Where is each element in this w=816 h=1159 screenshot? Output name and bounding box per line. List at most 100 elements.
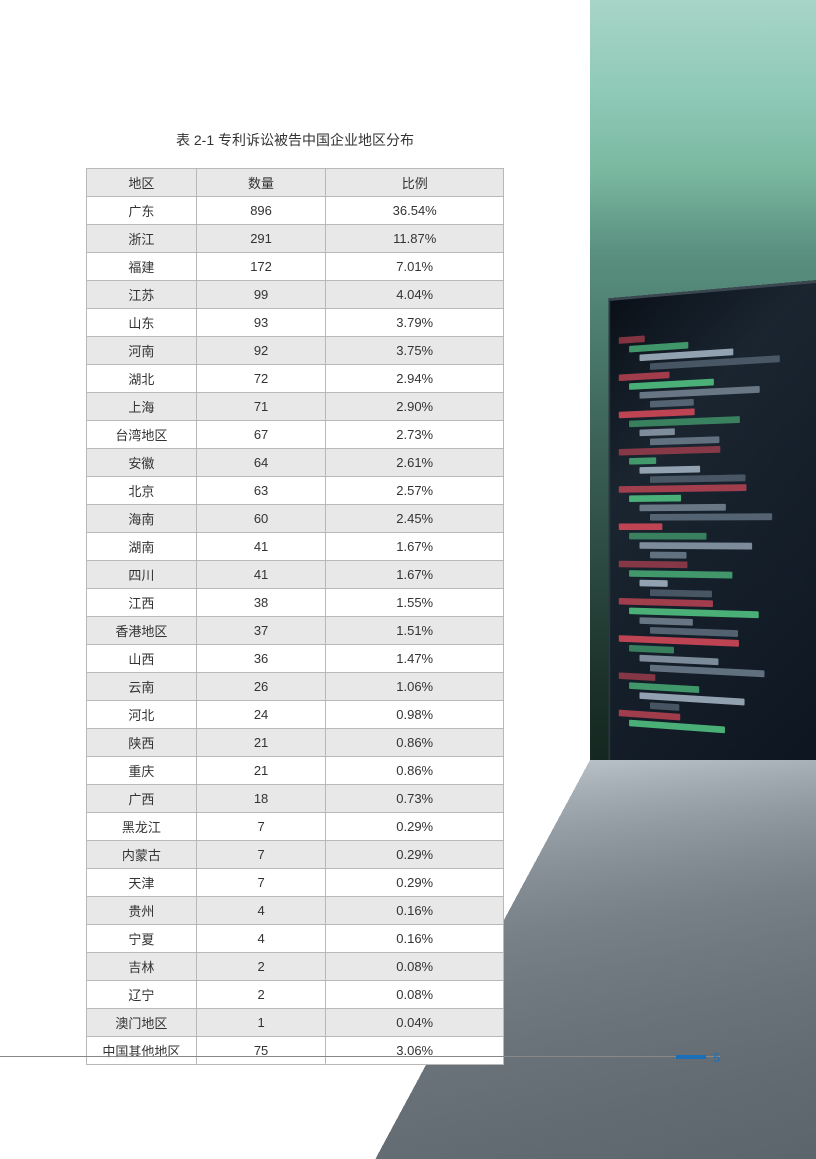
table-cell: 广东 xyxy=(87,197,197,225)
table-cell: 辽宁 xyxy=(87,981,197,1009)
table-cell: 2 xyxy=(196,953,326,981)
table-cell: 0.73% xyxy=(326,785,504,813)
table-row: 福建1727.01% xyxy=(87,253,504,281)
table-cell: 4 xyxy=(196,897,326,925)
page-number: 5 xyxy=(713,1051,720,1065)
table-cell: 江西 xyxy=(87,589,197,617)
region-distribution-table: 地区 数量 比例 广东89636.54%浙江29111.87%福建1727.01… xyxy=(86,168,504,1065)
table-cell: 0.29% xyxy=(326,869,504,897)
table-row: 中国其他地区753.06% xyxy=(87,1037,504,1065)
table-row: 河南923.75% xyxy=(87,337,504,365)
table-cell: 7 xyxy=(196,869,326,897)
table-row: 四川411.67% xyxy=(87,561,504,589)
table-row: 香港地区371.51% xyxy=(87,617,504,645)
table-cell: 1 xyxy=(196,1009,326,1037)
table-row: 湖北722.94% xyxy=(87,365,504,393)
table-cell: 黑龙江 xyxy=(87,813,197,841)
table-cell: 7.01% xyxy=(326,253,504,281)
table-cell: 71 xyxy=(196,393,326,421)
table-row: 黑龙江70.29% xyxy=(87,813,504,841)
table-caption: 表 2-1 专利诉讼被告中国企业地区分布 xyxy=(0,130,590,150)
table-cell: 四川 xyxy=(87,561,197,589)
table-cell: 浙江 xyxy=(87,225,197,253)
table-cell: 香港地区 xyxy=(87,617,197,645)
table-cell: 2 xyxy=(196,981,326,1009)
table-cell: 云南 xyxy=(87,673,197,701)
table-cell: 1.51% xyxy=(326,617,504,645)
table-cell: 湖北 xyxy=(87,365,197,393)
table-row: 安徽642.61% xyxy=(87,449,504,477)
table-row: 贵州40.16% xyxy=(87,897,504,925)
code-lines-decoration xyxy=(619,324,802,742)
table-cell: 1.06% xyxy=(326,673,504,701)
table-row: 重庆210.86% xyxy=(87,757,504,785)
table-cell: 北京 xyxy=(87,477,197,505)
table-cell: 广西 xyxy=(87,785,197,813)
table-cell: 67 xyxy=(196,421,326,449)
table-cell: 24 xyxy=(196,701,326,729)
table-cell: 21 xyxy=(196,757,326,785)
table-cell: 河北 xyxy=(87,701,197,729)
table-row: 湖南411.67% xyxy=(87,533,504,561)
table-cell: 4.04% xyxy=(326,281,504,309)
table-cell: 92 xyxy=(196,337,326,365)
table-row: 江苏994.04% xyxy=(87,281,504,309)
table-cell: 陕西 xyxy=(87,729,197,757)
table-row: 海南602.45% xyxy=(87,505,504,533)
table-cell: 1.47% xyxy=(326,645,504,673)
table-cell: 37 xyxy=(196,617,326,645)
table-cell: 3.79% xyxy=(326,309,504,337)
table-cell: 2.57% xyxy=(326,477,504,505)
table-cell: 湖南 xyxy=(87,533,197,561)
table-cell: 台湾地区 xyxy=(87,421,197,449)
table-row: 吉林20.08% xyxy=(87,953,504,981)
table-header-row: 地区 数量 比例 xyxy=(87,169,504,197)
table-cell: 0.08% xyxy=(326,953,504,981)
main-content: 表 2-1 专利诉讼被告中国企业地区分布 地区 数量 比例 广东89636.54… xyxy=(0,130,590,1065)
table-cell: 山东 xyxy=(87,309,197,337)
table-cell: 宁夏 xyxy=(87,925,197,953)
table-cell: 福建 xyxy=(87,253,197,281)
table-cell: 60 xyxy=(196,505,326,533)
table-cell: 澳门地区 xyxy=(87,1009,197,1037)
table-cell: 2.94% xyxy=(326,365,504,393)
table-row: 天津70.29% xyxy=(87,869,504,897)
table-cell: 0.08% xyxy=(326,981,504,1009)
col-header-count: 数量 xyxy=(196,169,326,197)
table-cell: 0.04% xyxy=(326,1009,504,1037)
table-row: 广东89636.54% xyxy=(87,197,504,225)
table-row: 上海712.90% xyxy=(87,393,504,421)
table-cell: 1.67% xyxy=(326,561,504,589)
table-cell: 99 xyxy=(196,281,326,309)
footer-rule xyxy=(0,1056,720,1057)
table-row: 台湾地区672.73% xyxy=(87,421,504,449)
table-cell: 172 xyxy=(196,253,326,281)
table-cell: 海南 xyxy=(87,505,197,533)
laptop-screen xyxy=(609,280,816,780)
table-cell: 上海 xyxy=(87,393,197,421)
table-row: 云南261.06% xyxy=(87,673,504,701)
table-cell: 41 xyxy=(196,533,326,561)
col-header-ratio: 比例 xyxy=(326,169,504,197)
table-cell: 河南 xyxy=(87,337,197,365)
footer-accent-bar xyxy=(676,1055,706,1059)
table-cell: 11.87% xyxy=(326,225,504,253)
table-cell: 0.86% xyxy=(326,757,504,785)
table-cell: 26 xyxy=(196,673,326,701)
table-cell: 贵州 xyxy=(87,897,197,925)
table-row: 宁夏40.16% xyxy=(87,925,504,953)
table-cell: 64 xyxy=(196,449,326,477)
table-cell: 7 xyxy=(196,813,326,841)
table-row: 内蒙古70.29% xyxy=(87,841,504,869)
table-cell: 0.29% xyxy=(326,841,504,869)
table-cell: 2.45% xyxy=(326,505,504,533)
table-cell: 安徽 xyxy=(87,449,197,477)
table-cell: 0.86% xyxy=(326,729,504,757)
table-cell: 36 xyxy=(196,645,326,673)
table-row: 山东933.79% xyxy=(87,309,504,337)
col-header-region: 地区 xyxy=(87,169,197,197)
table-row: 澳门地区10.04% xyxy=(87,1009,504,1037)
table-cell: 0.16% xyxy=(326,925,504,953)
table-cell: 21 xyxy=(196,729,326,757)
table-cell: 291 xyxy=(196,225,326,253)
